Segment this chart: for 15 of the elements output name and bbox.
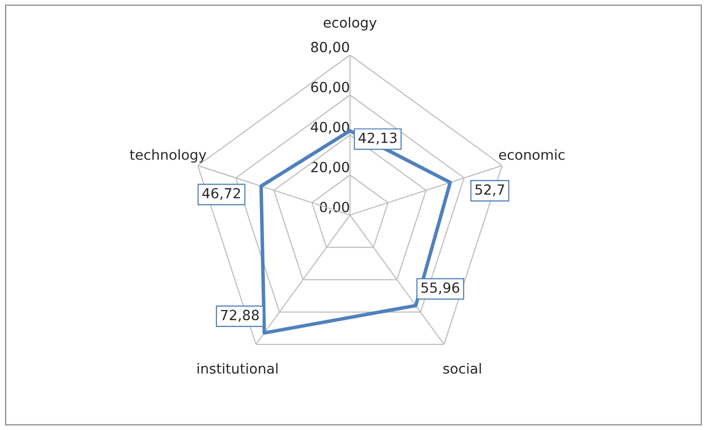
y-tick-label: 0,00 <box>320 202 350 214</box>
y-tick-label: 40,00 <box>310 122 350 134</box>
y-tick-label: 20,00 <box>311 162 350 174</box>
spoke-label: technology <box>130 149 206 163</box>
spoke-label: ecology <box>324 17 377 30</box>
spoke-label: institutional <box>198 363 278 374</box>
data-label: 55,96 <box>421 282 460 294</box>
data-label: 72,88 <box>221 310 259 322</box>
spoke-label: economic <box>499 149 564 160</box>
data-label: 52,7 <box>475 184 504 196</box>
y-tick-label: 80,00 <box>311 42 350 54</box>
y-tick-label: 60,00 <box>311 82 350 94</box>
spoke-label: social <box>443 363 481 374</box>
data-label: 46,72 <box>202 188 240 200</box>
data-label: 42,13 <box>358 132 397 145</box>
